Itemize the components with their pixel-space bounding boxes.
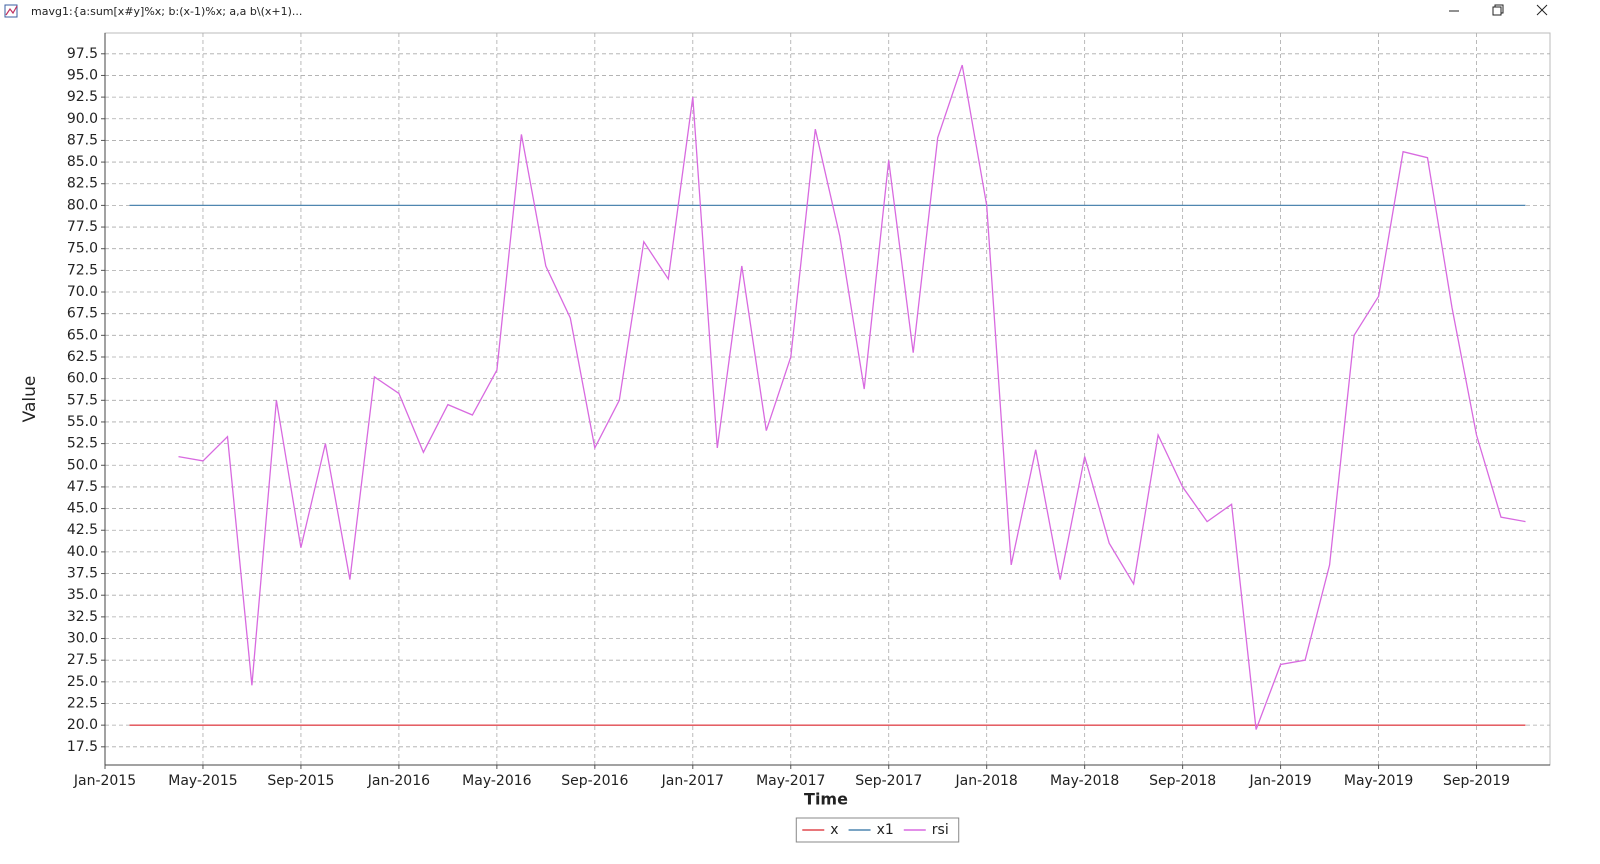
x-axis-title: Time	[804, 790, 848, 809]
x-tick-label: Sep-2015	[267, 773, 334, 789]
legend: x x1 rsi	[795, 817, 960, 843]
y-tick-label: 42.5	[67, 522, 98, 538]
y-tick-label: 35.0	[67, 587, 98, 603]
x-tick-label: Jan-2017	[661, 773, 724, 789]
restore-button[interactable]	[1492, 4, 1504, 16]
y-tick-label: 65.0	[67, 327, 98, 343]
y-tick-label: 77.5	[67, 219, 98, 235]
x-tick-label: May-2017	[756, 773, 825, 789]
y-tick-label: 62.5	[67, 349, 98, 365]
y-tick-label: 40.0	[67, 544, 98, 560]
y-tick-label: 50.0	[67, 457, 98, 473]
y-tick-label: 22.5	[67, 695, 98, 711]
series-line	[178, 64, 1526, 730]
y-tick-label: 80.0	[67, 197, 98, 213]
y-tick-label: 27.5	[67, 652, 98, 668]
y-tick-label: 30.0	[67, 631, 98, 647]
y-tick-label: 92.5	[67, 89, 98, 105]
x-tick-label: May-2016	[462, 773, 531, 789]
x-tick-label: Jan-2018	[955, 773, 1018, 789]
x-tick-label: Sep-2016	[561, 773, 628, 789]
y-tick-label: 52.5	[67, 436, 98, 452]
legend-label: x	[830, 822, 838, 838]
y-tick-label: 37.5	[67, 566, 98, 582]
y-tick-label: 82.5	[67, 176, 98, 192]
y-tick-label: 72.5	[67, 262, 98, 278]
legend-label: x1	[877, 822, 894, 838]
y-tick-label: 87.5	[67, 132, 98, 148]
y-tick-label: 32.5	[67, 609, 98, 625]
x-tick-label: Sep-2019	[1443, 773, 1510, 789]
y-tick-label: 17.5	[67, 739, 98, 755]
y-tick-label: 75.0	[67, 241, 98, 257]
x-tick-label: Jan-2016	[367, 773, 430, 789]
x-tick-label: Sep-2017	[855, 773, 922, 789]
y-tick-label: 20.0	[67, 717, 98, 733]
y-tick-label: 57.5	[67, 392, 98, 408]
window-title: mavg1:{a:sum[x#y]%x; b:(x-1)%x; a,a b\(x…	[31, 5, 302, 18]
x-tick-label: May-2015	[168, 773, 237, 789]
y-tick-label: 67.5	[67, 306, 98, 322]
x-tick-label: Jan-2015	[73, 773, 136, 789]
y-tick-label: 25.0	[67, 674, 98, 690]
y-tick-label: 90.0	[67, 111, 98, 127]
y-tick-label: 47.5	[67, 479, 98, 495]
x-tick-label: Sep-2018	[1149, 773, 1216, 789]
y-tick-label: 85.0	[67, 154, 98, 170]
y-axis-title: Value	[20, 376, 40, 423]
close-button[interactable]	[1536, 4, 1548, 16]
y-tick-label: 97.5	[67, 46, 98, 62]
y-tick-label: 55.0	[67, 414, 98, 430]
x-tick-label: Jan-2019	[1248, 773, 1311, 789]
y-tick-label: 70.0	[67, 284, 98, 300]
legend-label: rsi	[932, 822, 949, 838]
y-tick-label: 95.0	[67, 67, 98, 83]
y-tick-label: 60.0	[67, 371, 98, 387]
title-bar	[0, 0, 1600, 24]
y-tick-label: 45.0	[67, 501, 98, 517]
plot-area	[104, 32, 1551, 766]
app-icon	[4, 4, 18, 18]
x-tick-label: May-2019	[1344, 773, 1413, 789]
x-tick-label: May-2018	[1050, 773, 1119, 789]
